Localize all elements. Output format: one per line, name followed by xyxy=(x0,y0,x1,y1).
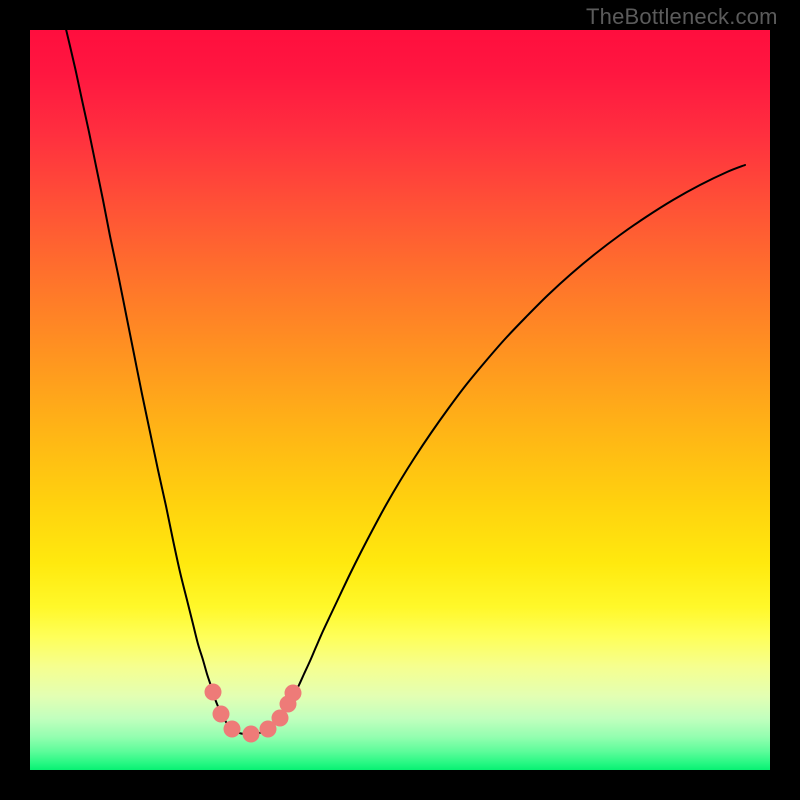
marker-group xyxy=(205,684,302,743)
curve-marker xyxy=(213,706,230,723)
curve-marker xyxy=(224,721,241,738)
watermark-text: TheBottleneck.com xyxy=(586,4,778,30)
curve-marker xyxy=(285,685,302,702)
curve-marker xyxy=(205,684,222,701)
curve-marker xyxy=(243,726,260,743)
bottleneck-curve xyxy=(58,30,745,734)
bottleneck-curve-layer xyxy=(30,30,770,770)
plot-area xyxy=(30,30,770,770)
